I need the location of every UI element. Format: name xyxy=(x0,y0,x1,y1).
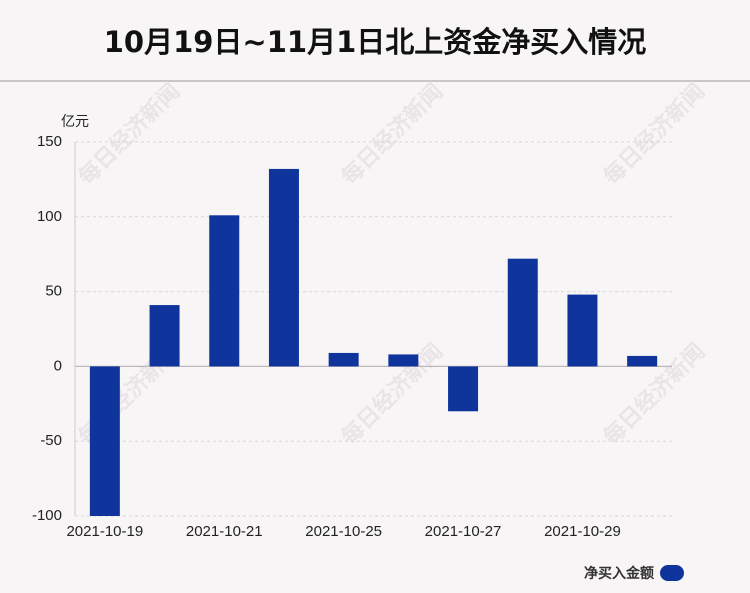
legend-label: 净买入金额 xyxy=(584,566,654,582)
bar xyxy=(268,168,299,367)
bar xyxy=(149,305,180,367)
y-tick-label: 50 xyxy=(45,283,62,300)
title-divider xyxy=(0,80,750,82)
bar xyxy=(627,355,658,367)
y-tick-label: -100 xyxy=(32,507,62,524)
x-tick-label: 2021-10-29 xyxy=(544,523,621,540)
x-tick-label: 2021-10-19 xyxy=(66,523,143,540)
watermark-text: 每日经济新闻 xyxy=(336,78,448,190)
legend-swatch xyxy=(660,565,684,581)
x-tick-label: 2021-10-27 xyxy=(425,523,502,540)
bar xyxy=(328,352,359,367)
y-axis-unit: 亿元 xyxy=(61,114,89,130)
bar xyxy=(388,354,419,367)
y-tick-label: 150 xyxy=(37,133,62,150)
watermark-text: 每日经济新闻 xyxy=(598,338,710,450)
bars xyxy=(89,168,658,516)
bar xyxy=(209,215,240,367)
chart-title: 10月19日~11月1日北上资金净买入情况 xyxy=(103,25,647,59)
bar xyxy=(507,258,538,367)
y-tick-labels: 150 100 50 0 -50 -100 xyxy=(32,133,62,524)
bar xyxy=(89,366,120,516)
y-tick-label: 0 xyxy=(54,357,62,374)
watermark-text: 每日经济新闻 xyxy=(73,78,185,190)
bar xyxy=(567,294,598,367)
legend: 净买入金额 xyxy=(584,563,684,583)
y-tick-label: 100 xyxy=(37,208,62,225)
bar xyxy=(448,366,479,412)
watermark-text: 每日经济新闻 xyxy=(598,78,710,190)
y-tick-label: -50 xyxy=(40,432,62,449)
x-tick-label: 2021-10-25 xyxy=(305,523,382,540)
x-tick-labels: 2021-10-19 2021-10-21 2021-10-25 2021-10-27… xyxy=(66,523,620,540)
x-tick-label: 2021-10-21 xyxy=(186,523,263,540)
